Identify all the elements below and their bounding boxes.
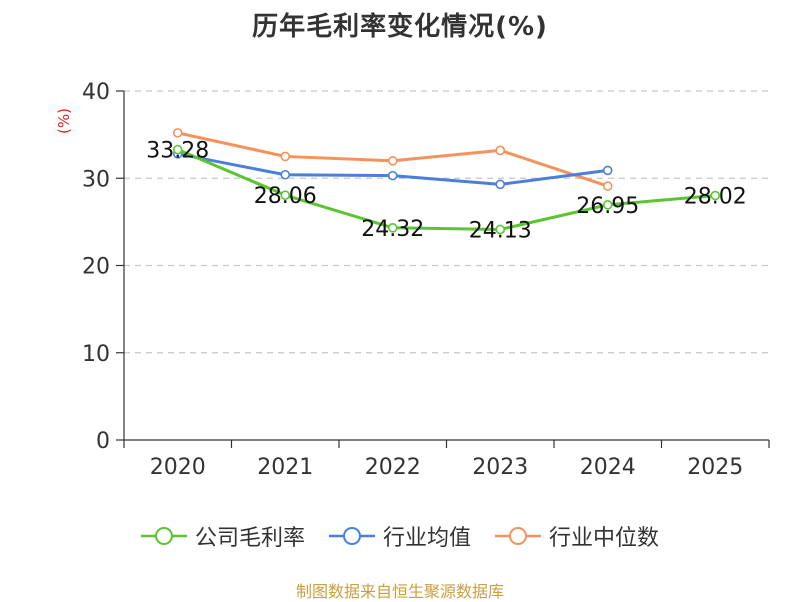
x-tick-label: 2020 <box>150 455 206 480</box>
data-point <box>602 165 613 176</box>
data-point <box>172 144 183 155</box>
chart-title: 历年毛利率变化情况(%) <box>252 12 548 42</box>
legend-item-company[interactable]: 公司毛利率 <box>140 520 305 552</box>
data-label: 24.32 <box>361 217 424 242</box>
data-point <box>495 224 506 235</box>
data-label: 33.28 <box>146 139 209 164</box>
y-tick-label: 10 <box>82 342 110 367</box>
y-tick-label: 40 <box>82 80 110 105</box>
legend-swatch-industry-mean <box>328 527 375 545</box>
x-tick-label: 2024 <box>580 455 636 480</box>
y-tick-label: 0 <box>96 429 110 454</box>
data-point <box>280 151 291 162</box>
x-tick-label: 2021 <box>257 455 313 480</box>
data-point <box>387 223 398 233</box>
data-label: 28.02 <box>684 185 747 210</box>
data-point <box>495 179 506 190</box>
data-source: 制图数据来自恒生聚源数据库 <box>295 582 504 601</box>
data-label: 24.13 <box>469 218 532 243</box>
data-label: 26.95 <box>576 194 639 219</box>
legend-swatch-company <box>140 527 187 545</box>
y-tick-label: 20 <box>82 255 110 280</box>
data-point <box>387 170 398 181</box>
x-tick-label: 2023 <box>472 455 528 480</box>
legend: 公司毛利率 行业均值 行业中位数 <box>0 520 800 552</box>
y-tick-label: 30 <box>82 167 110 192</box>
data-point <box>280 169 291 180</box>
data-point <box>495 145 506 156</box>
data-point <box>387 156 398 166</box>
legend-label-industry-mean: 行业均值 <box>382 526 471 551</box>
data-point <box>602 181 613 191</box>
legend-label-industry-median: 行业中位数 <box>549 526 660 551</box>
data-point <box>602 200 613 210</box>
legend-swatch-industry-median <box>495 527 541 545</box>
x-tick-label: 2025 <box>687 455 743 480</box>
legend-item-industry-median[interactable]: 行业中位数 <box>495 520 659 552</box>
data-point <box>280 190 291 200</box>
data-point <box>710 190 721 201</box>
legend-item-industry-mean[interactable]: 行业均值 <box>328 520 471 552</box>
legend-label-company: 公司毛利率 <box>194 526 305 551</box>
x-tick-label: 2022 <box>365 455 421 480</box>
data-label: 28.06 <box>254 184 317 209</box>
data-point <box>172 128 183 138</box>
series-line <box>177 148 716 231</box>
